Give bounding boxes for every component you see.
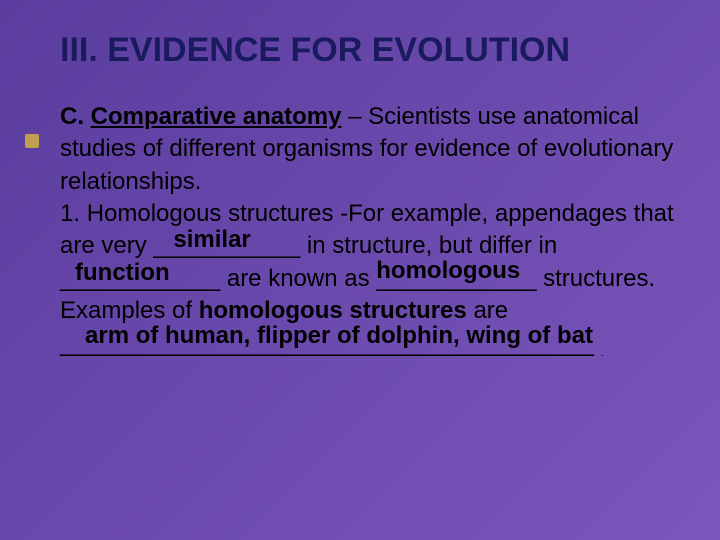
blank-1-fill: similar: [173, 224, 250, 256]
slide-content: C. Comparative anatomy – Scientists use …: [60, 101, 675, 360]
blank-1: ___________ similar: [153, 230, 300, 262]
blank-2: ____________ function: [60, 263, 220, 295]
text-after-blank-2: are known as: [227, 265, 376, 292]
subtopic-label: Comparative anatomy: [91, 103, 342, 130]
blank-4-fill: arm of human, flipper of dolphin, wing o…: [85, 320, 593, 352]
blank-3-fill: homologous: [376, 255, 520, 287]
blank-4: ________________________________________…: [60, 328, 594, 360]
section-letter: C.: [60, 103, 84, 130]
point-label: Homologous structures: [87, 200, 334, 227]
blank-2-fill: function: [75, 257, 170, 289]
point-number: 1.: [60, 200, 80, 227]
final-dot: .: [601, 348, 604, 359]
slide-title: III. EVIDENCE FOR EVOLUTION: [60, 30, 675, 71]
blank-3: ____________ homologous: [376, 263, 536, 295]
slide-container: III. EVIDENCE FOR EVOLUTION C. Comparati…: [0, 0, 720, 390]
bullet-icon: [25, 134, 39, 148]
